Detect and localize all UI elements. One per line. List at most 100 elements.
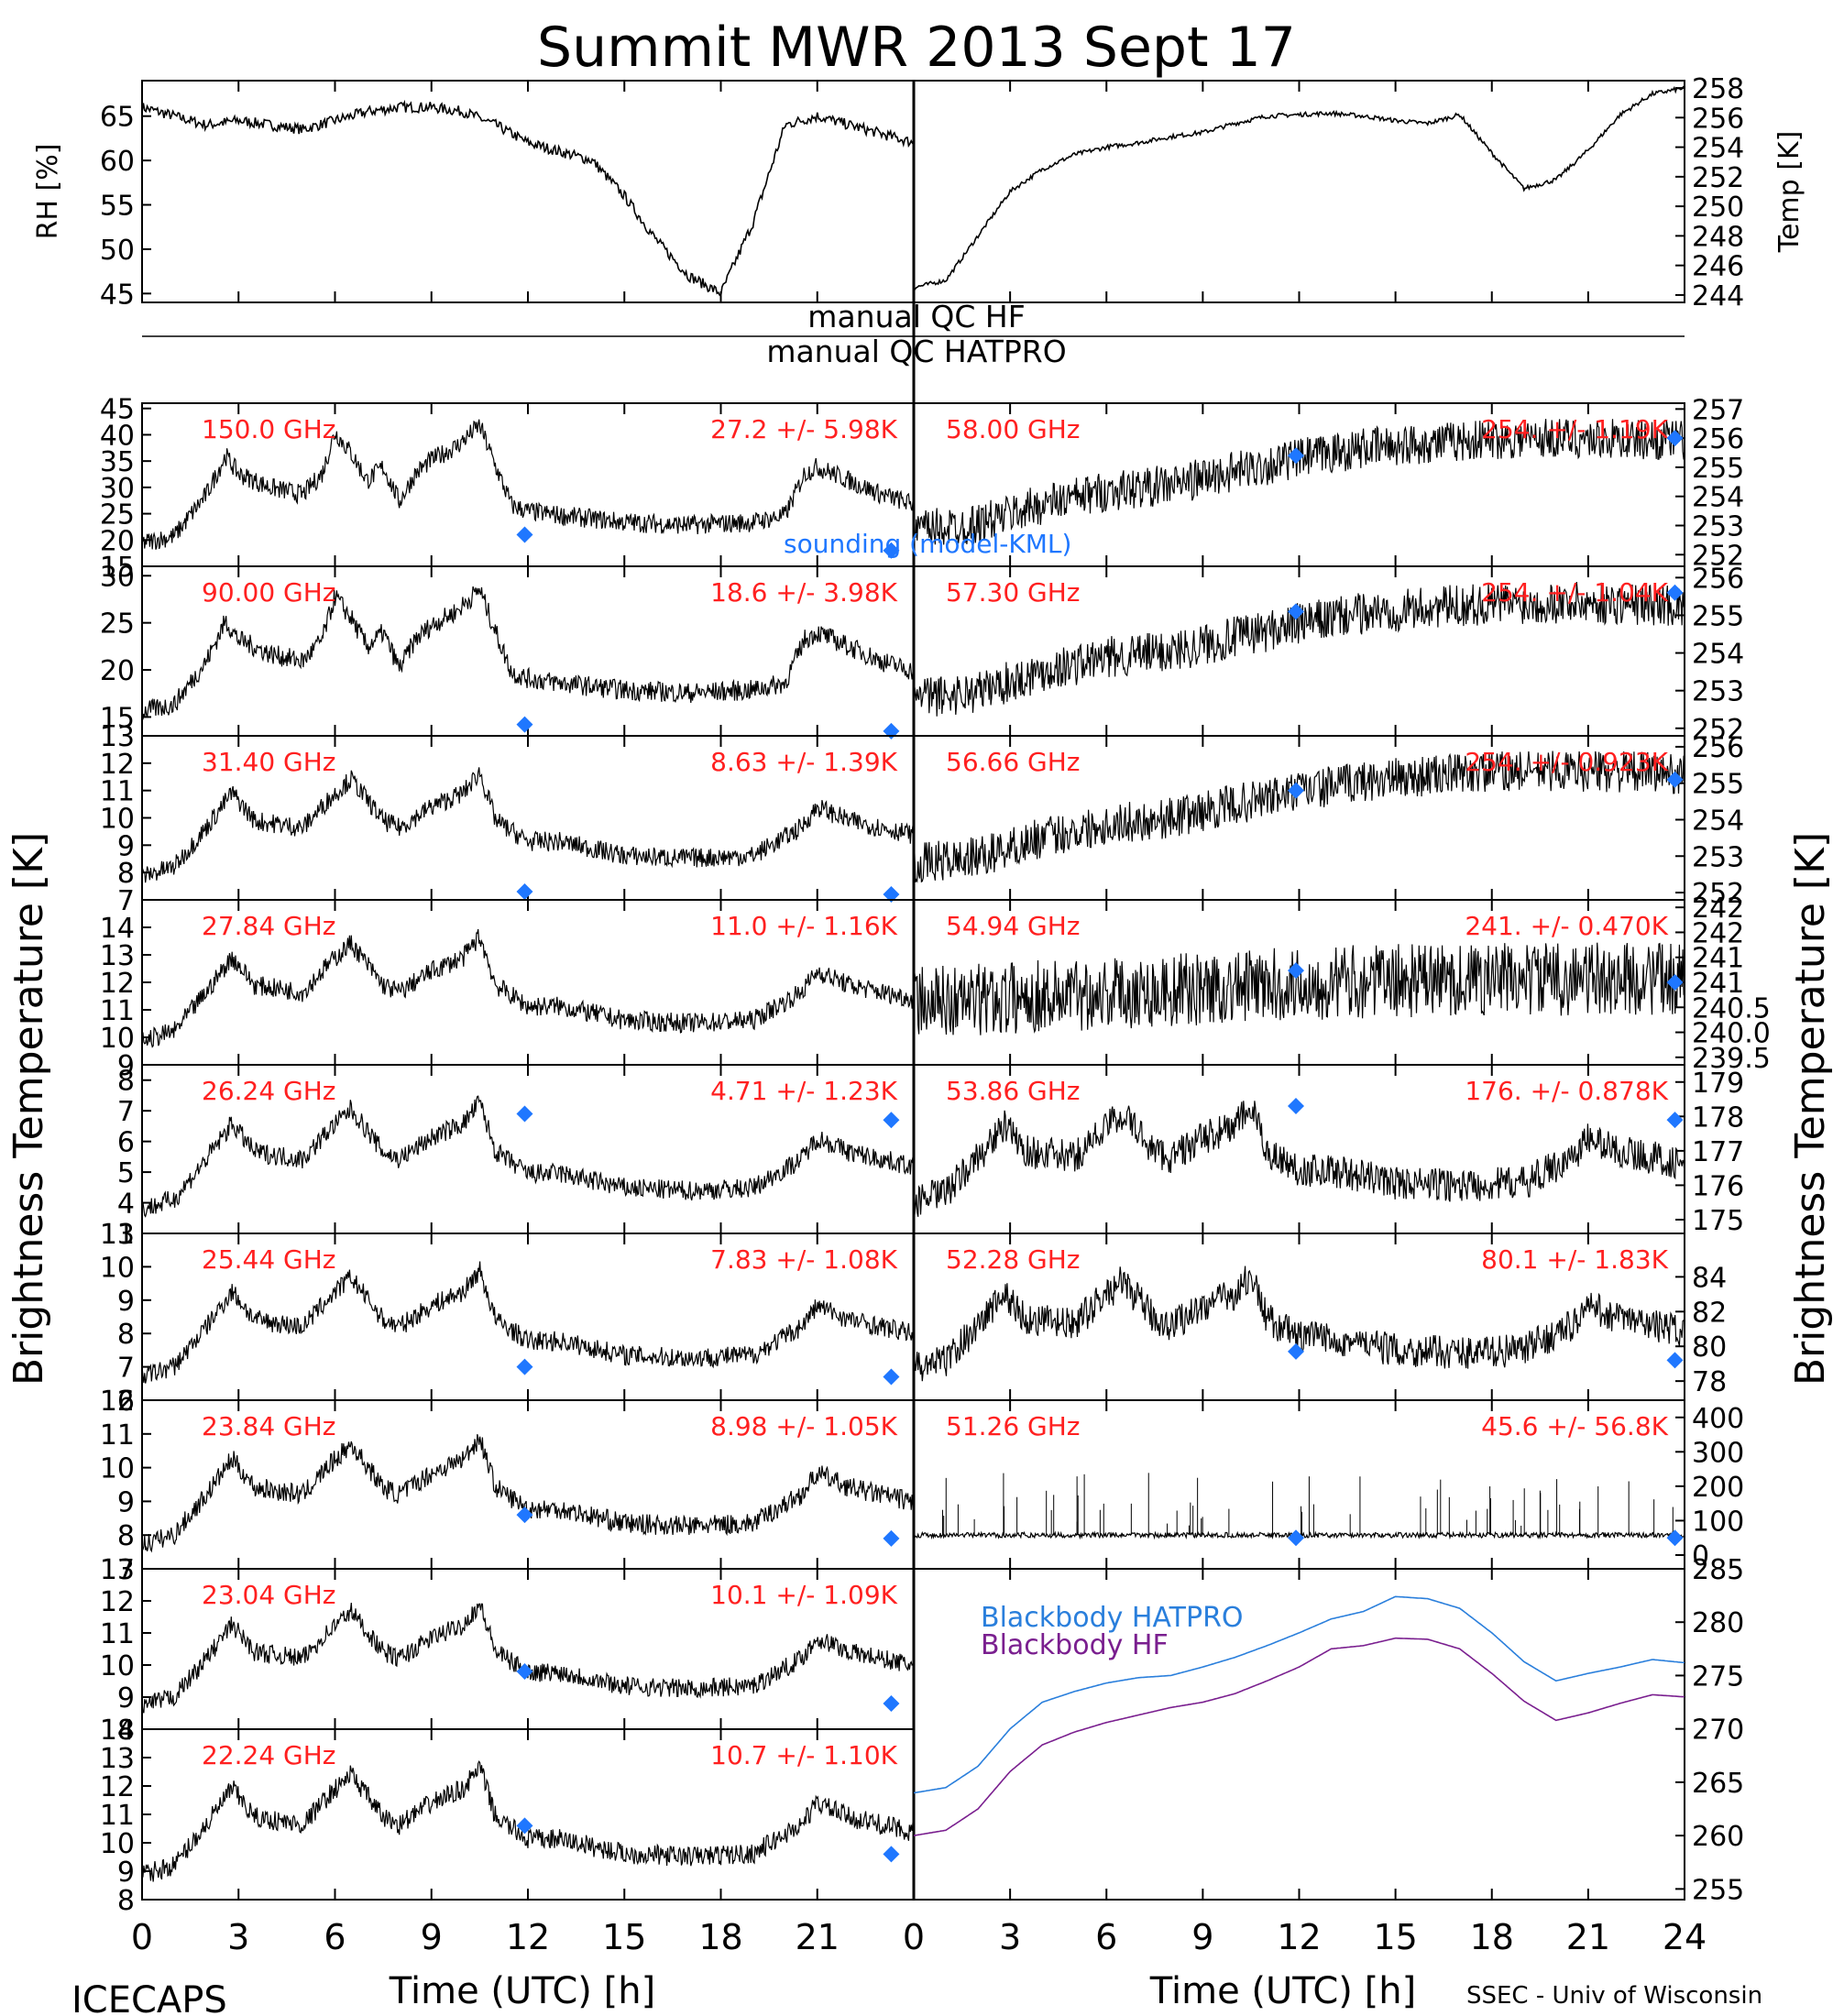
y-tick-label: 10 [100, 1453, 135, 1485]
x-tick-label: 0 [903, 1917, 925, 1957]
x-tick-label: 12 [506, 1917, 550, 1957]
channel-label: 57.30 GHz [946, 577, 1081, 608]
y-tick-label: 255 [1692, 1874, 1744, 1906]
y-tick-label: 252 [1692, 714, 1744, 746]
sounding-marker [1287, 603, 1304, 620]
y-tick-label: 13 [100, 1554, 135, 1586]
y-tick-label: 14 [100, 1715, 135, 1747]
y-tick-label: 12 [100, 1386, 135, 1418]
y-tick-label: 242 [1692, 917, 1744, 949]
x-axis-label-right: Time (UTC) [h] [1149, 1970, 1416, 2012]
channel-label: 58.00 GHz [946, 414, 1081, 444]
y-tick-label: 55 [100, 191, 135, 223]
y-tick-label: 12 [100, 968, 135, 1000]
y-tick-label: 11 [100, 1800, 135, 1832]
x-tick-label: 9 [1191, 1917, 1213, 1957]
x-tick-label: 21 [1566, 1917, 1610, 1957]
y-tick-label: 252 [1692, 540, 1744, 572]
y-tick-label: 4 [117, 1189, 135, 1221]
y-tick-label: 8 [117, 1715, 135, 1747]
y-tick-label: 256 [1692, 563, 1744, 595]
qc-hf-label: manual QC HF [807, 299, 1025, 334]
y-tick-label: 11 [100, 1419, 135, 1452]
sounding-marker [1666, 974, 1684, 991]
channel-stats: 254. +/- 1.04K [1481, 577, 1668, 608]
sounding-marker [516, 716, 533, 733]
sounding-marker [883, 1529, 900, 1547]
footer-ssec: SSEC - Univ of Wisconsin [1466, 1982, 1762, 2010]
y-tick-label: 253 [1692, 841, 1744, 873]
channel-label: 25.44 GHz [202, 1244, 336, 1275]
y-tick-label: 252 [1692, 878, 1744, 910]
y-tick-label: 255 [1692, 453, 1744, 485]
sounding-marker [1287, 1529, 1304, 1547]
y-tick-label: 176 [1692, 1170, 1744, 1202]
trace-26 [141, 1095, 915, 1218]
channel-label: 54.94 GHz [946, 911, 1081, 941]
sounding-marker [1287, 1098, 1304, 1115]
legend-hatpro: Blackbody HATPRO [981, 1602, 1244, 1634]
channel-label: 23.84 GHz [202, 1411, 336, 1441]
trace-52 [913, 1265, 1685, 1382]
y-tick-label: 45 [100, 394, 135, 426]
y-tick-label: 8 [117, 858, 135, 890]
sounding-marker [1666, 771, 1684, 788]
y-tick-label: 240.0 [1692, 1018, 1771, 1050]
channel-stats: 80.1 +/- 1.83K [1481, 1244, 1668, 1275]
channel-label: 31.40 GHz [202, 747, 336, 777]
y-tick-label: 12 [100, 1586, 135, 1618]
y-tick-label: 254 [1692, 805, 1744, 837]
y-tick-label: 13 [100, 721, 135, 753]
y-tick-label: 13 [100, 940, 135, 972]
sounding-label: sounding (model-KML) [784, 529, 1071, 559]
rh-trace [141, 99, 915, 298]
sounding-marker [1287, 447, 1304, 465]
x-tick-label: 3 [999, 1917, 1021, 1957]
y-tick-label: 177 [1692, 1136, 1744, 1168]
y-tick-label: 9 [117, 1486, 135, 1518]
trace-57_3 [913, 581, 1685, 717]
y-tick-label: 257 [1692, 394, 1744, 426]
sounding-marker [1666, 430, 1684, 447]
y-tick-label: 12 [100, 749, 135, 781]
sounding-marker [1666, 1352, 1684, 1369]
sounding-marker [516, 1663, 533, 1680]
sounding-marker [1287, 1342, 1304, 1360]
y-tick-label: 242 [1692, 893, 1744, 925]
y-tick-label: 15 [100, 702, 135, 734]
y-tick-label: 400 [1692, 1403, 1744, 1435]
sounding-marker [1287, 782, 1304, 799]
trace-27 [141, 928, 915, 1048]
y-tick-label: 178 [1692, 1101, 1744, 1134]
channel-label: 26.24 GHz [202, 1076, 336, 1106]
x-tick-label: 18 [698, 1917, 742, 1957]
y-tick-label: 255 [1692, 600, 1744, 632]
figure-title: Summit MWR 2013 Sept 17 [537, 16, 1296, 80]
y-tick-label: 253 [1692, 511, 1744, 543]
x-tick-label: 3 [227, 1917, 249, 1957]
y-tick-label: 6 [117, 1386, 135, 1418]
channel-stats: 18.6 +/- 3.98K [710, 577, 897, 608]
y-tick-label: 7 [117, 1353, 135, 1385]
y-tick-label: 0 [1692, 1540, 1709, 1572]
trace-54 [913, 942, 1685, 1035]
x-tick-label: 6 [1095, 1917, 1117, 1957]
y-tick-label: 256 [1692, 423, 1744, 455]
rh-panel [141, 80, 915, 303]
legend-hf: Blackbody HF [981, 1629, 1169, 1661]
y-tick-label: 15 [100, 552, 135, 584]
channel-label: 23.04 GHz [202, 1580, 336, 1610]
rh-axis-label: RH [%] [32, 144, 64, 240]
channel-label: 22.24 GHz [202, 1740, 336, 1770]
y-tick-label: 246 [1692, 251, 1744, 283]
y-tick-label: 40 [100, 420, 135, 452]
y-tick-label: 253 [1692, 676, 1744, 708]
x-tick-label: 12 [1277, 1917, 1321, 1957]
footer-icecaps: ICECAPS [71, 1979, 227, 2016]
channel-label: 150.0 GHz [202, 414, 336, 444]
y-tick-label: 7 [117, 1554, 135, 1586]
y-tick-label: 11 [100, 776, 135, 808]
sounding-marker [516, 883, 533, 901]
y-tick-label: 241 [1692, 968, 1744, 1000]
channel-stats: 10.7 +/- 1.10K [710, 1740, 897, 1770]
